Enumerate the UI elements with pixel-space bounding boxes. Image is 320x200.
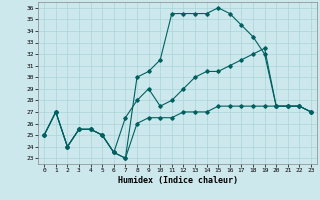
- X-axis label: Humidex (Indice chaleur): Humidex (Indice chaleur): [118, 176, 238, 185]
